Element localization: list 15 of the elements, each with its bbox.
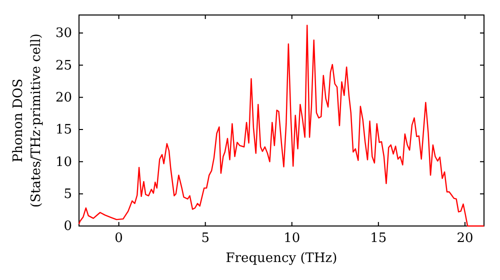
y-axis-title: Phonon DOS (States/THz·primitive cell) (11, 33, 44, 208)
y-tick-label: 25 (55, 58, 72, 74)
x-tick-label: 0 (114, 231, 123, 246)
y-tick-label: 10 (55, 154, 72, 170)
y-tick-label: 15 (55, 122, 72, 138)
x-tick-label: 5 (201, 231, 210, 246)
y-tick-label: 30 (55, 26, 72, 42)
y-tick-label: 5 (64, 186, 72, 202)
x-axis-title: Frequency (THz) (226, 251, 338, 266)
x-tick-label: 20 (456, 231, 474, 246)
line-series (78, 24, 485, 227)
y-tick-label: 0 (64, 219, 72, 234)
x-tick-label: 10 (284, 231, 300, 246)
y-tick-label: 20 (55, 90, 72, 106)
x-tick-label: 15 (370, 231, 387, 246)
